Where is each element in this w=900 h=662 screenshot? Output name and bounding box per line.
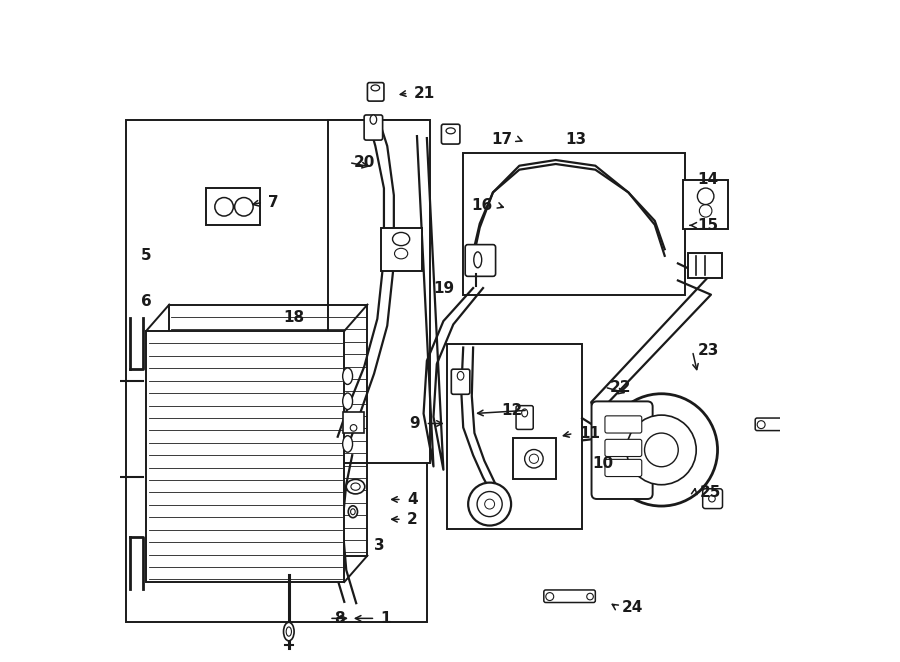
Ellipse shape [371,85,380,91]
Polygon shape [146,331,345,582]
Ellipse shape [446,128,455,134]
Bar [126,120,427,622]
Text: 25: 25 [699,485,721,500]
FancyBboxPatch shape [755,418,797,430]
Text: 2: 2 [407,512,418,527]
Text: 6: 6 [140,294,151,308]
Ellipse shape [348,506,357,518]
Circle shape [626,415,697,485]
FancyBboxPatch shape [516,406,533,430]
Ellipse shape [468,483,511,526]
Ellipse shape [522,409,527,417]
FancyBboxPatch shape [465,245,496,276]
Text: 21: 21 [414,85,435,101]
FancyBboxPatch shape [703,489,723,508]
Ellipse shape [708,495,716,502]
FancyBboxPatch shape [367,83,384,101]
Ellipse shape [284,622,294,641]
Text: 19: 19 [434,281,454,295]
Ellipse shape [343,368,353,385]
Ellipse shape [457,371,464,380]
Text: 5: 5 [140,248,151,263]
Text: 22: 22 [610,379,632,395]
Ellipse shape [789,421,796,428]
Text: 9: 9 [410,416,420,431]
Bar [513,438,555,479]
Circle shape [605,394,717,506]
Ellipse shape [107,472,112,481]
Ellipse shape [350,424,357,431]
Text: 10: 10 [592,455,613,471]
Text: 15: 15 [698,218,719,233]
Text: 3: 3 [374,538,384,553]
Text: 4: 4 [407,492,418,507]
Ellipse shape [107,377,112,385]
FancyBboxPatch shape [605,440,642,457]
Ellipse shape [343,436,353,452]
FancyBboxPatch shape [591,401,652,499]
Ellipse shape [351,509,356,515]
Ellipse shape [485,499,495,509]
Bar [328,120,430,463]
Bar [683,180,728,229]
FancyBboxPatch shape [451,369,470,395]
Text: 23: 23 [698,344,719,358]
Ellipse shape [477,491,502,516]
Text: 18: 18 [284,310,305,325]
Text: 1: 1 [381,611,392,626]
Text: 8: 8 [335,611,345,626]
FancyBboxPatch shape [605,459,642,477]
Text: 17: 17 [491,132,513,147]
Ellipse shape [105,374,114,389]
Ellipse shape [370,115,377,124]
Ellipse shape [343,393,353,410]
FancyBboxPatch shape [343,412,364,433]
Ellipse shape [105,469,114,484]
Text: 13: 13 [565,132,587,147]
Bar [205,187,260,225]
Ellipse shape [545,592,554,600]
FancyBboxPatch shape [544,590,595,602]
Ellipse shape [757,420,765,428]
Bar [464,153,685,295]
Text: 12: 12 [501,402,523,418]
Text: 14: 14 [698,171,719,187]
Bar [381,228,421,271]
Ellipse shape [587,593,593,600]
Ellipse shape [286,627,292,636]
Text: 20: 20 [355,155,375,170]
Text: 7: 7 [268,195,279,210]
Ellipse shape [346,479,364,494]
Bar [688,252,722,277]
FancyBboxPatch shape [441,124,460,144]
Text: 24: 24 [622,600,644,614]
Ellipse shape [351,483,360,491]
Text: 16: 16 [472,198,493,213]
Ellipse shape [473,252,482,267]
FancyBboxPatch shape [605,416,642,433]
Text: 11: 11 [579,426,599,441]
Bar [446,344,582,529]
Circle shape [644,433,679,467]
FancyBboxPatch shape [364,115,382,140]
